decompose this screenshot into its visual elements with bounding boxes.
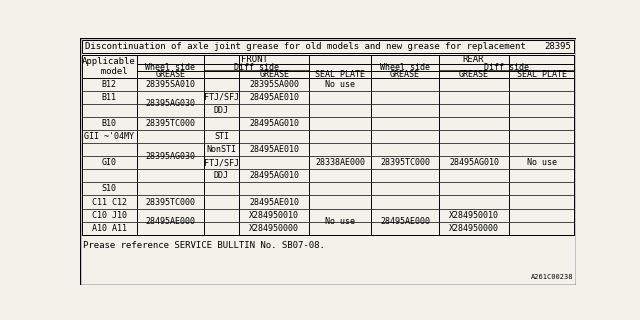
Text: DDJ: DDJ xyxy=(214,171,229,180)
Text: SEAL PLATE: SEAL PLATE xyxy=(517,70,567,79)
Text: 28495AG010: 28495AG010 xyxy=(449,158,499,167)
Bar xyxy=(81,40,575,53)
Text: 28395TC000: 28395TC000 xyxy=(380,158,430,167)
Text: GREASE: GREASE xyxy=(156,70,186,79)
Text: 28495AE010: 28495AE010 xyxy=(249,93,299,102)
Text: GREASE: GREASE xyxy=(459,70,489,79)
Text: No use: No use xyxy=(325,217,355,226)
Text: 28395SA010: 28395SA010 xyxy=(145,80,195,89)
Text: X284950000: X284950000 xyxy=(249,224,299,233)
Text: C11 C12: C11 C12 xyxy=(92,197,127,206)
Text: Prease reference SERVICE BULLTIN No. SB07-08.: Prease reference SERVICE BULLTIN No. SB0… xyxy=(83,241,325,250)
Text: FTJ/SFJ: FTJ/SFJ xyxy=(204,158,239,167)
Text: GREASE: GREASE xyxy=(259,70,289,79)
Text: 28495AG010: 28495AG010 xyxy=(249,119,299,128)
Text: C10 J10: C10 J10 xyxy=(92,211,127,220)
Text: 28395TC000: 28395TC000 xyxy=(145,119,195,128)
Text: STI: STI xyxy=(214,132,229,141)
Text: X284950000: X284950000 xyxy=(449,224,499,233)
Text: No use: No use xyxy=(325,80,355,89)
Text: 28495AE010: 28495AE010 xyxy=(249,145,299,154)
Text: Wheel side: Wheel side xyxy=(145,63,195,72)
Text: 28495AG010: 28495AG010 xyxy=(249,171,299,180)
Text: S10: S10 xyxy=(102,184,116,193)
Text: 28495AE000: 28495AE000 xyxy=(145,217,195,226)
Text: 28495AE000: 28495AE000 xyxy=(380,217,430,226)
Text: NonSTI: NonSTI xyxy=(207,145,236,154)
Text: X284950010: X284950010 xyxy=(449,211,499,220)
Text: A261C00238: A261C00238 xyxy=(531,274,573,280)
Text: No use: No use xyxy=(527,158,557,167)
Text: Applicable
  model: Applicable model xyxy=(82,57,136,76)
Text: A10 A11: A10 A11 xyxy=(92,224,127,233)
Text: FRONT: FRONT xyxy=(241,55,268,64)
Text: Diff side: Diff side xyxy=(484,63,529,72)
Text: 28395AG030: 28395AG030 xyxy=(145,99,195,108)
Text: GII ~'04MY: GII ~'04MY xyxy=(84,132,134,141)
Text: B12: B12 xyxy=(102,80,116,89)
Text: Wheel side: Wheel side xyxy=(380,63,430,72)
Text: GI0: GI0 xyxy=(102,158,116,167)
Text: REAR: REAR xyxy=(462,55,484,64)
Text: DDJ: DDJ xyxy=(214,106,229,115)
Text: SEAL PLATE: SEAL PLATE xyxy=(316,70,365,79)
Bar xyxy=(81,55,575,235)
Text: 28395: 28395 xyxy=(545,42,572,51)
Text: B11: B11 xyxy=(102,93,116,102)
Text: 28495AE010: 28495AE010 xyxy=(249,197,299,206)
Text: GREASE: GREASE xyxy=(390,70,420,79)
Text: Discontinuation of axle joint grease for old models and new grease for replaceme: Discontinuation of axle joint grease for… xyxy=(84,42,525,51)
Text: Diff side: Diff side xyxy=(234,63,279,72)
Text: 28395TC000: 28395TC000 xyxy=(145,197,195,206)
Text: FTJ/SFJ: FTJ/SFJ xyxy=(204,93,239,102)
Text: 28338AE000: 28338AE000 xyxy=(316,158,365,167)
Text: X284950010: X284950010 xyxy=(249,211,299,220)
Text: B10: B10 xyxy=(102,119,116,128)
Text: 28395AG030: 28395AG030 xyxy=(145,152,195,161)
Text: 28395SA000: 28395SA000 xyxy=(249,80,299,89)
